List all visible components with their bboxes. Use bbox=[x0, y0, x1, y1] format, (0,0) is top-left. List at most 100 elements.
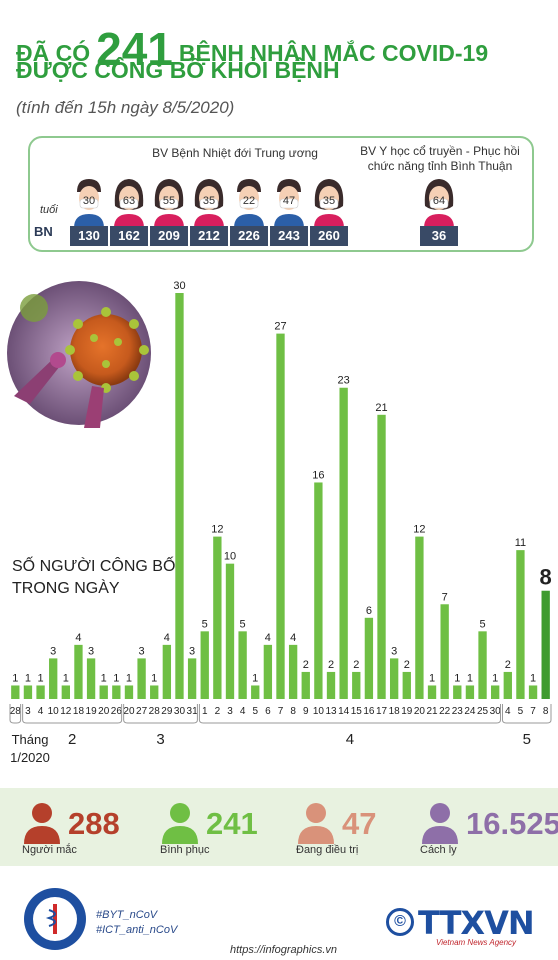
bar bbox=[427, 685, 437, 699]
header: ĐÃ CÓ 241 BỆNH NHÂN MẮC COVID-19 ĐƯỢC CÔNG… bbox=[0, 0, 558, 125]
patient-id-badge: 162 bbox=[110, 226, 148, 246]
person-icon bbox=[24, 803, 60, 844]
patient-id-badge: 209 bbox=[150, 226, 188, 246]
day-tick-label: 3 bbox=[227, 706, 233, 717]
day-tick-label: 9 bbox=[303, 706, 309, 717]
patient-162: 63 162 bbox=[110, 176, 148, 246]
title-number: 241 bbox=[96, 23, 173, 75]
day-tick-label: 1 bbox=[202, 706, 208, 717]
patient-226: 22 226 bbox=[230, 176, 268, 246]
title-suffix: BỆNH NHÂN MẮC COVID-19 bbox=[178, 40, 489, 66]
stat-item: 47 Đang điều trị bbox=[296, 788, 432, 866]
day-tick-label: 21 bbox=[426, 706, 438, 717]
bar-value-label: 1 bbox=[63, 672, 69, 684]
month-bracket bbox=[9, 704, 22, 724]
bar-value-label: 1 bbox=[429, 672, 435, 684]
bar bbox=[124, 685, 134, 699]
bar-value-label: 1 bbox=[530, 672, 536, 684]
day-tick-label: 8 bbox=[543, 706, 549, 717]
bar bbox=[402, 671, 411, 699]
bar-value-label: 1 bbox=[492, 672, 498, 684]
hashtag-1[interactable]: #BYT_nCoV bbox=[96, 909, 158, 921]
bar bbox=[364, 617, 374, 699]
bar bbox=[491, 685, 500, 699]
footer: #BYT_nCoV #ICT_anti_nCoV © TTXVN Vietnam… bbox=[0, 872, 558, 960]
bar-value-label: 2 bbox=[328, 659, 334, 671]
bar-value-label: 23 bbox=[338, 375, 350, 387]
stat-label: Đang điều trị bbox=[296, 844, 359, 856]
stats-panel: 288 Người mắc 241 Bình phục 47 Đang điều trị 1… bbox=[0, 788, 558, 866]
bar bbox=[200, 631, 209, 699]
bar bbox=[162, 644, 172, 699]
day-tick-label: 22 bbox=[439, 706, 451, 717]
day-tick-label: 28 bbox=[149, 706, 161, 717]
person-icon bbox=[234, 179, 264, 228]
bar-value-label: 8 bbox=[540, 565, 552, 590]
day-tick-label: 20 bbox=[98, 706, 110, 717]
patient-212: 35 212 bbox=[190, 176, 228, 246]
stat-value: 241 bbox=[206, 806, 258, 841]
copyright-icon: © bbox=[386, 908, 414, 936]
bar bbox=[23, 685, 33, 699]
bar-value-label: 2 bbox=[404, 659, 410, 671]
bar bbox=[352, 671, 361, 699]
bar bbox=[453, 685, 462, 699]
day-tick-label: 27 bbox=[136, 706, 148, 717]
bar-value-label: 16 bbox=[312, 469, 324, 481]
patient-age: 30 bbox=[82, 195, 96, 207]
bar-value-label: 1 bbox=[252, 672, 258, 684]
patient-age: 64 bbox=[432, 195, 446, 207]
bar-value-label: 1 bbox=[467, 672, 473, 684]
person-icon bbox=[162, 803, 198, 844]
bar bbox=[49, 658, 58, 699]
bar bbox=[150, 685, 159, 699]
day-tick-label: 17 bbox=[376, 706, 388, 717]
hospital-1-label: BV Bệnh Nhiệt đới Trung ương bbox=[152, 146, 318, 160]
source-url[interactable]: https://infographics.vn bbox=[230, 944, 338, 956]
stat-label: Cách ly bbox=[420, 844, 457, 856]
day-tick-label: 20 bbox=[123, 706, 135, 717]
day-tick-label: 26 bbox=[111, 706, 123, 717]
day-tick-label: 13 bbox=[325, 706, 337, 717]
day-tick-label: 8 bbox=[290, 706, 296, 717]
patient-id-badge: 226 bbox=[230, 226, 268, 246]
day-tick-label: 12 bbox=[60, 706, 72, 717]
bar bbox=[238, 631, 247, 699]
bar-value-label: 3 bbox=[88, 645, 94, 657]
day-tick-label: 7 bbox=[530, 706, 536, 717]
bar-value-label: 3 bbox=[391, 645, 397, 657]
month-label: Tháng bbox=[12, 732, 49, 747]
bar bbox=[314, 482, 323, 699]
bar-value-label: 12 bbox=[211, 524, 223, 536]
day-tick-label: 7 bbox=[278, 706, 284, 717]
bar-value-label: 1 bbox=[126, 672, 132, 684]
day-tick-label: 10 bbox=[48, 706, 60, 717]
stat-item: 16.525 Cách ly bbox=[420, 788, 558, 866]
day-tick-label: 2 bbox=[215, 706, 221, 717]
month-bracket bbox=[501, 704, 552, 724]
bar-value-label: 6 bbox=[366, 605, 372, 617]
patient-age: 35 bbox=[322, 195, 336, 207]
patient-260: 35 260 bbox=[310, 176, 348, 246]
person-icon bbox=[154, 179, 184, 228]
bar bbox=[301, 671, 310, 699]
patient-age: 22 bbox=[242, 195, 256, 207]
day-tick-label: 6 bbox=[265, 706, 271, 717]
day-tick-label: 30 bbox=[490, 706, 502, 717]
person-icon bbox=[314, 179, 344, 228]
day-tick-label: 29 bbox=[161, 706, 173, 717]
bar-value-label: 5 bbox=[202, 618, 208, 630]
bar-chart: 1281314310112418319120126120327128429303… bbox=[9, 280, 552, 765]
bar bbox=[465, 685, 475, 699]
day-tick-label: 30 bbox=[174, 706, 186, 717]
bar bbox=[503, 671, 512, 699]
chart-title: SỐ NGƯỜI CÔNG BỐ TRONG NGÀY bbox=[12, 558, 176, 597]
month-label: 2 bbox=[68, 731, 76, 748]
day-tick-label: 20 bbox=[414, 706, 426, 717]
person-icon bbox=[422, 803, 458, 844]
bar-value-label: 4 bbox=[290, 632, 296, 644]
bar bbox=[440, 604, 449, 699]
bar-value-label: 21 bbox=[375, 402, 387, 414]
person-icon bbox=[298, 803, 334, 844]
hashtag-2[interactable]: #ICT_anti_nCoV bbox=[96, 924, 178, 936]
